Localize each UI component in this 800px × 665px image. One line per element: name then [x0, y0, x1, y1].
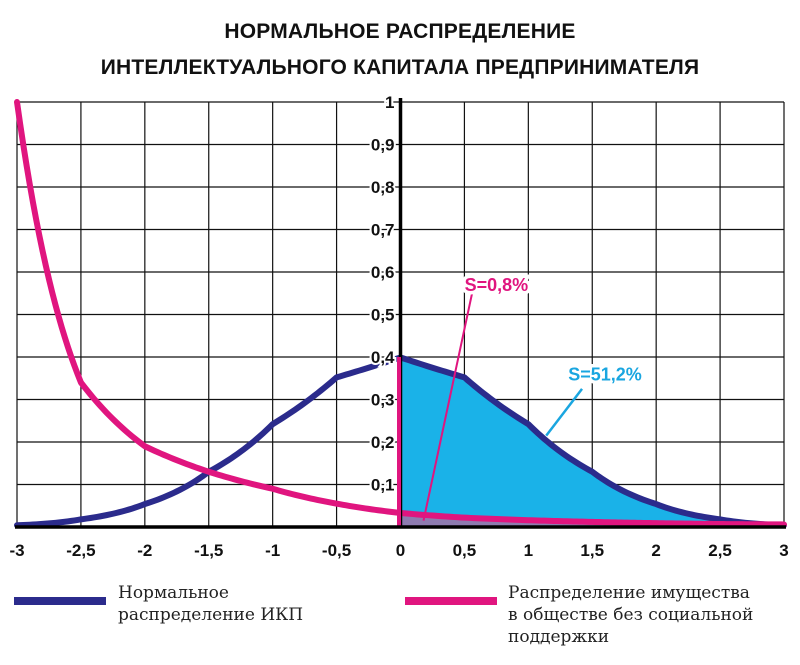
x-tick-label: -2	[137, 541, 152, 560]
annotation-normal-area: S=51,2%	[568, 364, 642, 384]
x-tick-label: 0	[396, 541, 405, 560]
chart-plot: -3 -2,5 -2 -1,5 -1 -0,5 0 0,5 1 1,5 2 2,5 3 0,1 0,2 0,3…	[9, 91, 788, 560]
annotation-leader-property	[422, 293, 474, 521]
chart-title-line2: ИНТЕЛЛЕКТУАЛЬНОГО КАПИТАЛА ПРЕДПРИНИМАТЕ…	[100, 56, 700, 79]
legend-label-property: Распределение имущества в обществе без с…	[508, 582, 753, 648]
axes	[15, 98, 786, 529]
legend-normal-line2: распределение ИКП	[118, 605, 304, 625]
x-tick-label: -0,5	[322, 541, 351, 560]
chart-title: НОРМАЛЬНОЕ РАСПРЕДЕЛЕНИЕ ИНТЕЛЛЕКТУАЛЬНО…	[0, 14, 800, 86]
annotations: S=0,8% S=51,2%	[422, 272, 645, 521]
area-normal-right-half	[400, 357, 784, 527]
x-tick-label: -1	[265, 541, 280, 560]
y-tick-label: 0,2	[371, 433, 395, 452]
y-tick-label: 0,7	[371, 221, 395, 240]
legend-swatch-normal	[14, 597, 106, 605]
shaded-areas	[400, 357, 784, 527]
chart-title-line1: НОРМАЛЬНОЕ РАСПРЕДЕЛЕНИЕ	[224, 20, 576, 43]
x-tick-label: 1	[524, 541, 533, 560]
y-tick-label: 0,3	[371, 391, 395, 410]
y-tick-label: 0,9	[371, 136, 395, 155]
legend-property-line2: в обществе без социальной	[508, 605, 754, 625]
tick-labels: -3 -2,5 -2 -1,5 -1 -0,5 0 0,5 1 1,5 2 2,5 3 0,1 0,2 0,3…	[9, 91, 788, 560]
legend-normal-line1: Нормальное	[118, 583, 229, 603]
x-tick-label: 0,5	[453, 541, 477, 560]
y-tick-label: 0,1	[371, 476, 395, 495]
x-tick-label: -2,5	[66, 541, 95, 560]
area-property-right-half	[400, 512, 784, 527]
y-tick-label: 0,4	[371, 348, 395, 367]
x-tick-label: 1,5	[580, 541, 604, 560]
annotation-property-area: S=0,8%	[465, 275, 529, 295]
y-tick-label: 0,6	[371, 263, 395, 282]
x-tick-label: 3	[779, 541, 788, 560]
x-tick-label: 2	[651, 541, 660, 560]
annotation-leader-normal	[545, 388, 584, 437]
legend-property-line3: поддержки	[508, 627, 610, 647]
legend-swatch-property	[405, 597, 497, 605]
x-tick-label: 2,5	[708, 541, 732, 560]
legend-property-line1: Распределение имущества	[508, 583, 750, 603]
x-tick-label: -3	[9, 541, 24, 560]
y-tick-label: 0,5	[371, 306, 395, 325]
y-tick-label: 0,8	[371, 178, 395, 197]
x-tick-label: -1,5	[194, 541, 223, 560]
legend-label-normal: Нормальное распределение ИКП	[118, 582, 303, 626]
y-tick-label: 1	[385, 93, 394, 112]
